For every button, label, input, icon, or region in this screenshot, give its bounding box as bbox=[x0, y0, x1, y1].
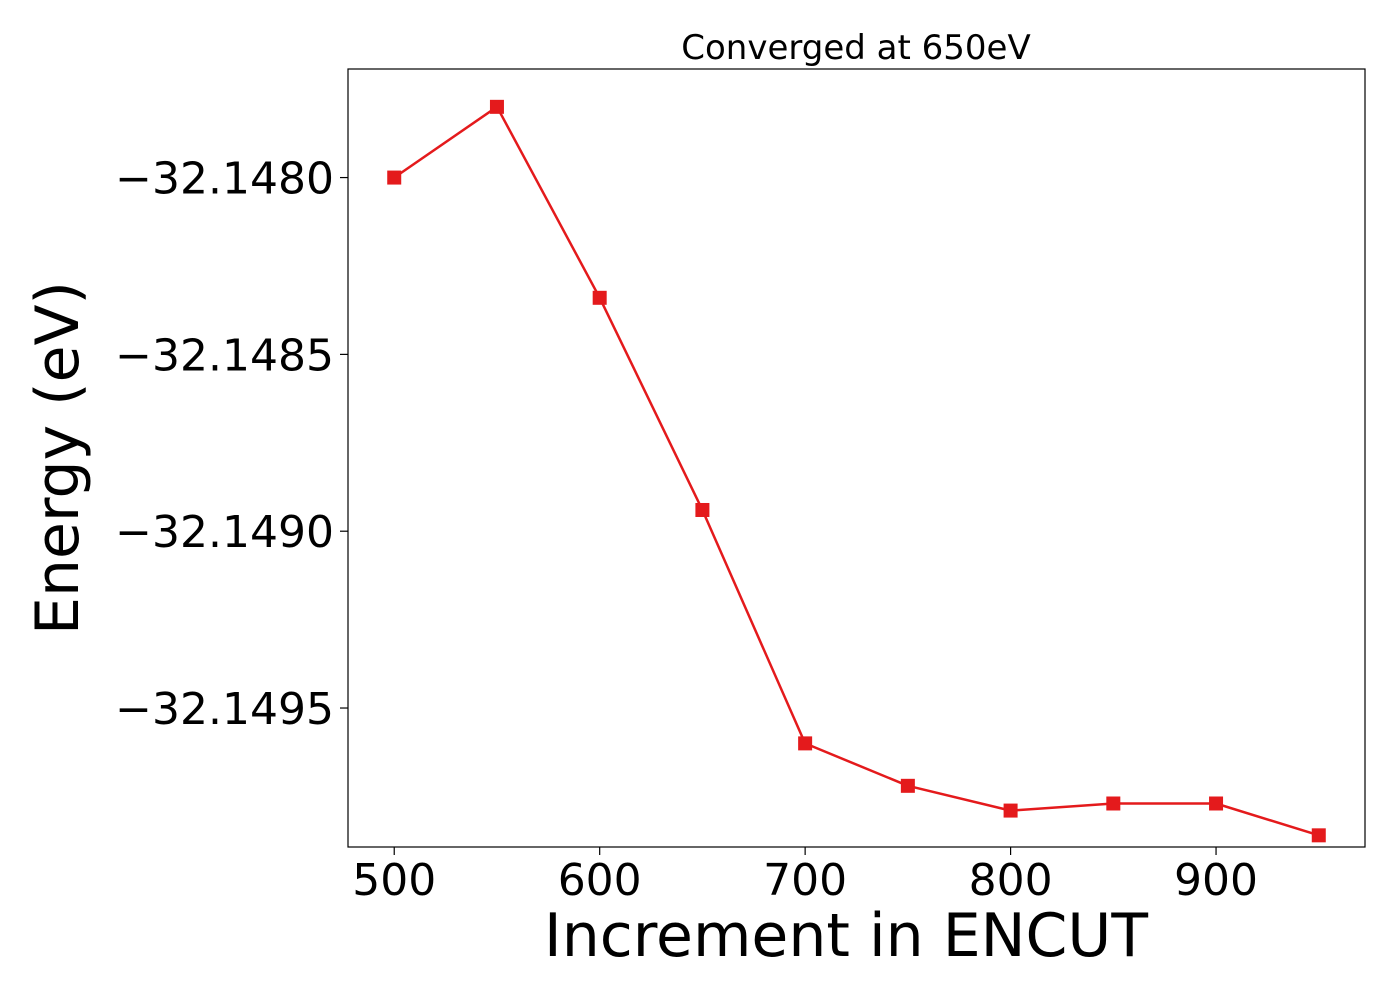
y-axis: −32.1480 −32.1485 −32.1490 −32.1495 bbox=[115, 154, 348, 735]
data-point-marker bbox=[798, 736, 813, 751]
data-point-marker bbox=[1106, 796, 1121, 811]
x-tick-label: 700 bbox=[763, 855, 847, 906]
chart-title: Converged at 650eV bbox=[681, 28, 1030, 68]
x-axis-label: Increment in ENCUT bbox=[544, 901, 1148, 971]
data-point-marker bbox=[592, 290, 607, 305]
data-point-marker bbox=[1311, 828, 1326, 843]
data-point-marker bbox=[1003, 803, 1018, 818]
y-tick-label: −32.1495 bbox=[115, 684, 334, 735]
data-point-marker bbox=[387, 170, 402, 185]
y-axis-label: Energy (eV) bbox=[23, 281, 93, 635]
x-axis: 500 600 700 800 900 bbox=[352, 847, 1258, 906]
series-line bbox=[393, 105, 1320, 837]
plot-area bbox=[347, 68, 1366, 848]
data-point-marker bbox=[695, 502, 710, 517]
data-point-marker bbox=[489, 99, 504, 114]
y-tick-label: −32.1490 bbox=[115, 507, 334, 558]
x-tick-label: 500 bbox=[352, 855, 436, 906]
y-tick-label: −32.1480 bbox=[115, 154, 334, 205]
data-point-marker bbox=[1209, 796, 1224, 811]
series-markers bbox=[387, 99, 1326, 843]
x-tick-label: 900 bbox=[1174, 855, 1258, 906]
data-point-marker bbox=[900, 778, 915, 793]
y-tick-label: −32.1485 bbox=[115, 330, 334, 381]
x-tick-label: 600 bbox=[558, 855, 642, 906]
x-tick-label: 800 bbox=[969, 855, 1053, 906]
